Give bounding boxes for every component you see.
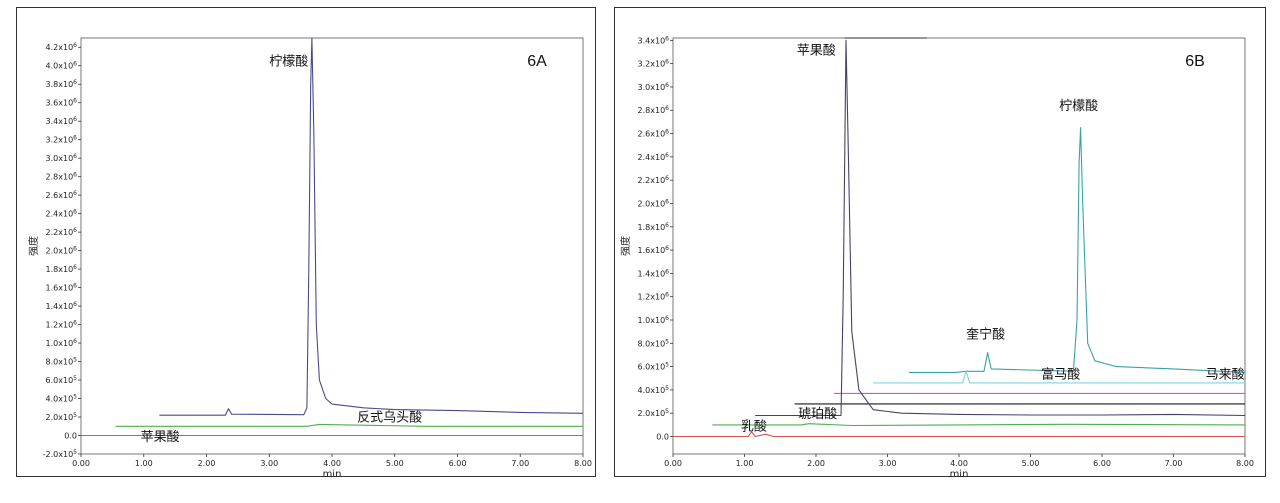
y-tick-label: 1.0x106: [638, 315, 670, 325]
y-tick-label: 2.4x106: [46, 209, 78, 219]
x-tick-label: 4.00: [950, 459, 968, 468]
panel-label-6b: 6B: [1185, 53, 1205, 70]
y-tick-label: 2.6x106: [638, 129, 670, 139]
y-tick-label: 1.8x106: [46, 264, 78, 274]
y-tick-label: 3.4x106: [638, 35, 670, 45]
series-line-8: [673, 431, 1245, 438]
x-tick-label: 7.00: [1165, 459, 1183, 468]
series-line-2: [115, 423, 583, 427]
x-tick-label: 8.00: [1236, 459, 1254, 468]
x-axis-label: min: [950, 469, 969, 480]
peak-label: 乳酸: [741, 420, 767, 435]
x-tick-label: 3.00: [260, 459, 278, 468]
y-tick-label: 8.0x105: [46, 357, 78, 367]
x-tick-label: 2.00: [198, 459, 216, 468]
y-tick-label: 1.6x106: [638, 245, 670, 255]
peak-label: 马来酸: [1206, 367, 1245, 382]
y-tick-label: 1.4x106: [638, 268, 670, 278]
x-tick-label: 6.00: [449, 459, 467, 468]
y-tick-label: 3.2x106: [638, 59, 670, 69]
series-line-1: [908, 127, 1246, 373]
peak-label: 奎宁酸: [966, 327, 1005, 343]
y-tick-label: 2.8x106: [638, 105, 670, 115]
x-tick-label: 6.00: [1093, 459, 1111, 468]
plot-frame: [672, 37, 1246, 455]
y-axis-label: 强度: [619, 236, 632, 256]
x-tick-label: 2.00: [807, 459, 825, 468]
x-axis-label: min: [323, 469, 342, 480]
peak-label: 柠檬酸: [269, 55, 308, 70]
peak-label: 琥珀酸: [798, 407, 837, 422]
y-tick-label: 4.0x105: [46, 394, 78, 404]
x-tick-label: 3.00: [879, 459, 897, 468]
y-tick-label: 6.0x105: [638, 362, 670, 372]
y-tick-label: 4.0x105: [638, 385, 670, 395]
y-tick-label: 1.2x106: [46, 320, 78, 330]
x-tick-label: 7.00: [511, 459, 529, 468]
x-tick-label: 5.00: [1022, 459, 1040, 468]
panel-label-6a: 6A: [527, 53, 547, 70]
chart-panel-6a: -2.0x105 0.0 2.0x105 4.0x105 6.0x105 8.0x105 1…: [16, 7, 596, 480]
y-tick-label: 2.0x106: [46, 246, 78, 256]
y-tick-label: 3.0x106: [638, 82, 670, 92]
y-tick-label: 4.2x106: [46, 42, 78, 52]
peak-label: 苹果酸: [141, 430, 180, 445]
y-tick-label: 0.0: [64, 432, 77, 441]
y-tick-label: 3.2x106: [46, 135, 78, 145]
plot-frame: [80, 37, 584, 455]
y-tick-label: -2.0x105: [43, 449, 78, 459]
chart-6a-svg: -2.0x105 0.0 2.0x105 4.0x105 6.0x105 8.0x105 1…: [27, 37, 592, 480]
y-tick-label: 3.8x106: [46, 79, 78, 89]
y-tick-label: 6.0x105: [46, 375, 78, 385]
peak-label: 富马酸: [1041, 366, 1080, 382]
peak-label: 柠檬酸: [1059, 99, 1098, 114]
series-line-7: [712, 423, 1246, 427]
y-tick-label: 2.0x106: [638, 198, 670, 208]
chart-panel-6b: 0.0 2.0x105 4.0x105 6.0x105 8.0x105 1.0x106 1.…: [614, 7, 1266, 480]
x-tick-label: 8.00: [574, 459, 592, 468]
x-tick-label: 1.00: [135, 459, 153, 468]
y-tick-label: 1.2x106: [638, 292, 670, 302]
y-tick-label: 0.0: [656, 433, 669, 442]
series-line-5: [755, 39, 1246, 417]
x-tick-label: 5.00: [386, 459, 404, 468]
y-tick-label: 1.0x106: [46, 338, 78, 348]
y-tick-label: 2.2x106: [638, 175, 670, 185]
peak-label: 反式乌头酸: [357, 410, 422, 426]
series-line-1: [159, 37, 584, 416]
y-tick-label: 3.6x106: [46, 98, 78, 108]
x-tick-label: 1.00: [736, 459, 754, 468]
y-tick-label: 8.0x105: [638, 338, 670, 348]
y-tick-label: 2.2x106: [46, 227, 78, 237]
y-tick-label: 1.6x106: [46, 283, 78, 293]
peak-label: 苹果酸: [797, 43, 836, 58]
y-tick-label: 1.8x106: [638, 222, 670, 232]
x-tick-label: 0.00: [72, 459, 90, 468]
y-tick-label: 3.4x106: [46, 116, 78, 126]
y-tick-label: 4.0x106: [46, 61, 78, 71]
y-tick-label: 3.0x106: [46, 153, 78, 163]
series-line-2: [873, 370, 1245, 384]
y-tick-label: 1.4x106: [46, 301, 78, 311]
x-tick-label: 4.00: [323, 459, 341, 468]
y-tick-label: 2.0x105: [46, 412, 78, 422]
y-tick-label: 2.0x105: [638, 408, 670, 418]
y-tick-label: 2.6x106: [46, 190, 78, 200]
y-tick-label: 2.8x106: [46, 172, 78, 182]
y-tick-label: 2.4x106: [638, 152, 670, 162]
x-tick-label: 0.00: [664, 459, 682, 468]
chart-6b-svg: 0.0 2.0x105 4.0x105 6.0x105 8.0x105 1.0x106 1.…: [619, 35, 1254, 480]
y-axis-label: 强度: [27, 236, 40, 256]
